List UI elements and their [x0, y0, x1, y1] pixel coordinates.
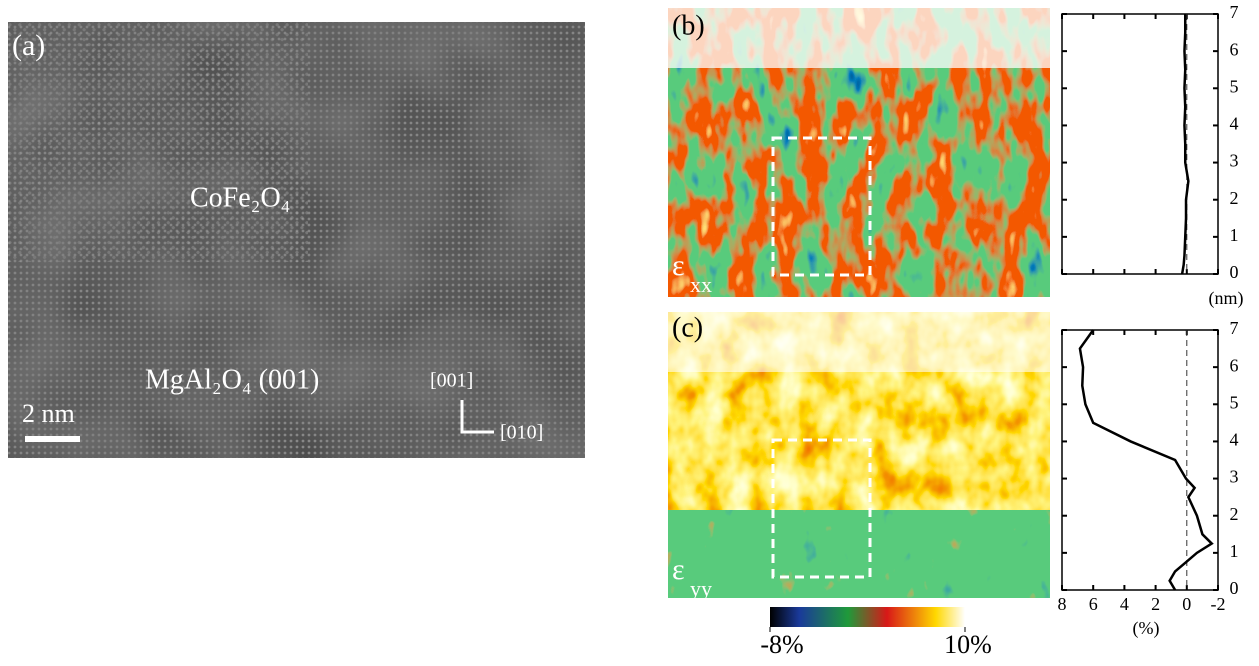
- strain-symbol: ε: [672, 249, 685, 282]
- colorbar: [770, 607, 965, 627]
- colorbar-label: 10%: [944, 630, 992, 659]
- strain-subscript: yy: [690, 576, 712, 601]
- y-tick-label: 0: [1230, 262, 1239, 282]
- colorbar-label: -8%: [760, 630, 803, 659]
- y-tick-label: 1: [1230, 541, 1239, 561]
- y-tick-label: 0: [1230, 578, 1239, 598]
- profile-line: [1080, 330, 1212, 590]
- y-tick-label: 4: [1230, 430, 1239, 450]
- y-tick-label: 5: [1230, 76, 1239, 96]
- direction-label: [010]: [500, 422, 543, 444]
- strain-symbol: ε: [672, 553, 685, 586]
- y-tick-label: 4: [1230, 114, 1239, 134]
- figure: (a) CoFe₂O₄ MgAl₂O₄ (001) 2 nm [001] [01…: [0, 0, 1259, 661]
- strain-map: [668, 8, 1050, 297]
- x-tick-label: 6: [1089, 594, 1098, 614]
- panel-label: (b): [672, 10, 705, 41]
- direction-label: [001]: [430, 370, 473, 392]
- y-tick-label: 6: [1230, 39, 1239, 59]
- y-tick-label: 3: [1230, 467, 1239, 487]
- x-tick-label: -2: [1211, 594, 1226, 614]
- y-tick-label: 7: [1230, 318, 1239, 338]
- x-tick-label: 4: [1120, 594, 1129, 614]
- y-tick-label: 5: [1230, 392, 1239, 412]
- plot-frame: [1062, 14, 1218, 274]
- plot-frame: [1062, 330, 1218, 590]
- x-tick-label: 0: [1182, 594, 1191, 614]
- y-axis-label: (nm): [1209, 288, 1244, 309]
- film-label: CoFe₂O₄: [190, 182, 290, 213]
- profile-line: [1182, 14, 1188, 274]
- y-tick-label: 1: [1230, 225, 1239, 245]
- y-tick-label: 7: [1230, 2, 1239, 22]
- substrate-label: MgAl₂O₄ (001): [145, 364, 319, 395]
- strain-map: [668, 312, 1050, 598]
- scale-bar-label: 2 nm: [22, 399, 75, 428]
- y-tick-label: 2: [1230, 188, 1239, 208]
- y-tick-label: 3: [1230, 151, 1239, 171]
- y-tick-label: 6: [1230, 355, 1239, 375]
- y-tick-label: 2: [1230, 504, 1239, 524]
- panel-label: (a): [12, 29, 45, 62]
- strain-subscript: xx: [690, 272, 712, 297]
- x-tick-label: 8: [1058, 594, 1067, 614]
- x-tick-label: 2: [1151, 594, 1160, 614]
- x-axis-label: (%): [1133, 618, 1160, 639]
- panel-label: (c): [672, 312, 703, 343]
